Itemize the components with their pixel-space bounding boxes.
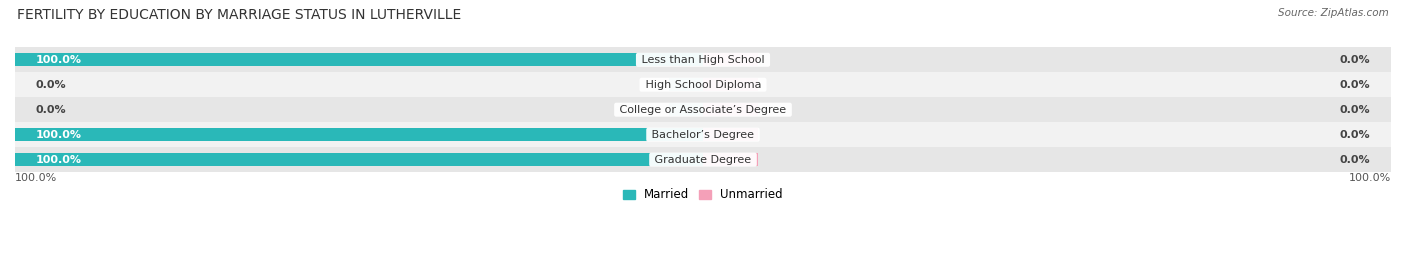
Text: 0.0%: 0.0% — [35, 105, 66, 115]
Bar — [703, 78, 758, 91]
Bar — [703, 53, 758, 66]
Text: 100.0%: 100.0% — [15, 173, 58, 183]
Bar — [15, 147, 1391, 172]
Text: 0.0%: 0.0% — [1340, 130, 1371, 140]
Bar — [669, 78, 703, 91]
Bar — [703, 153, 758, 166]
Text: 100.0%: 100.0% — [35, 55, 82, 65]
Text: FERTILITY BY EDUCATION BY MARRIAGE STATUS IN LUTHERVILLE: FERTILITY BY EDUCATION BY MARRIAGE STATU… — [17, 8, 461, 22]
Bar — [15, 47, 1391, 72]
Text: 0.0%: 0.0% — [1340, 155, 1371, 165]
Text: 0.0%: 0.0% — [35, 80, 66, 90]
Text: 0.0%: 0.0% — [1340, 105, 1371, 115]
Bar — [703, 103, 758, 116]
Bar — [15, 72, 1391, 97]
Text: College or Associate’s Degree: College or Associate’s Degree — [616, 105, 790, 115]
Text: Bachelor’s Degree: Bachelor’s Degree — [648, 130, 758, 140]
Bar — [15, 97, 1391, 122]
Text: 0.0%: 0.0% — [1340, 80, 1371, 90]
Text: Graduate Degree: Graduate Degree — [651, 155, 755, 165]
Text: 0.0%: 0.0% — [1340, 55, 1371, 65]
Text: 100.0%: 100.0% — [35, 130, 82, 140]
Text: 100.0%: 100.0% — [1348, 173, 1391, 183]
Legend: Married, Unmarried: Married, Unmarried — [619, 184, 787, 206]
Text: 100.0%: 100.0% — [35, 155, 82, 165]
Bar — [15, 153, 703, 166]
Text: High School Diploma: High School Diploma — [641, 80, 765, 90]
Bar — [15, 128, 703, 141]
Bar — [15, 122, 1391, 147]
Bar — [15, 53, 703, 66]
Text: Less than High School: Less than High School — [638, 55, 768, 65]
Bar — [669, 103, 703, 116]
Bar — [703, 128, 758, 141]
Text: Source: ZipAtlas.com: Source: ZipAtlas.com — [1278, 8, 1389, 18]
